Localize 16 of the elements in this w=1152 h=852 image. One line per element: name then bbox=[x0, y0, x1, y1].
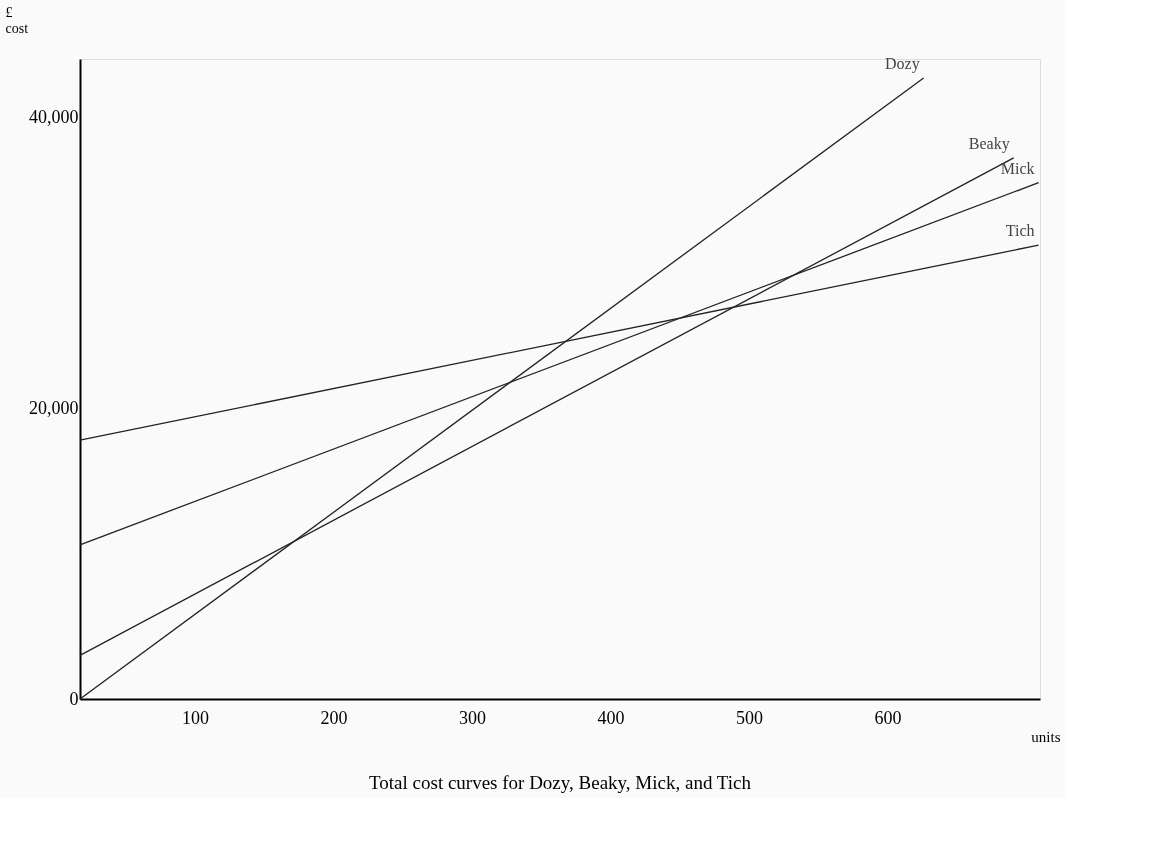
x-tick-label: 100 bbox=[181, 707, 209, 728]
series-label: Mick bbox=[1000, 159, 1035, 177]
series-label: Dozy bbox=[884, 54, 920, 73]
x-tick-label: 600 bbox=[874, 707, 902, 728]
x-tick-label: 200 bbox=[320, 707, 348, 728]
series-label: Tich bbox=[1005, 222, 1035, 240]
x-tick-label: 300 bbox=[459, 707, 487, 728]
series-label: Beaky bbox=[968, 134, 1010, 153]
y-tick-label: 40,000 bbox=[29, 106, 79, 127]
text: Total cost curves for Dozy, Beaky, Mick, and Tich bbox=[369, 772, 752, 793]
x-tick-label: 400 bbox=[597, 707, 625, 728]
x-axis-title: units bbox=[1031, 728, 1061, 745]
x-tick-label: 500 bbox=[736, 707, 764, 728]
y-tick-label: 0 bbox=[69, 688, 79, 709]
y-tick-label: 20,000 bbox=[29, 397, 79, 418]
y-axis-title: £ cost bbox=[5, 4, 29, 36]
